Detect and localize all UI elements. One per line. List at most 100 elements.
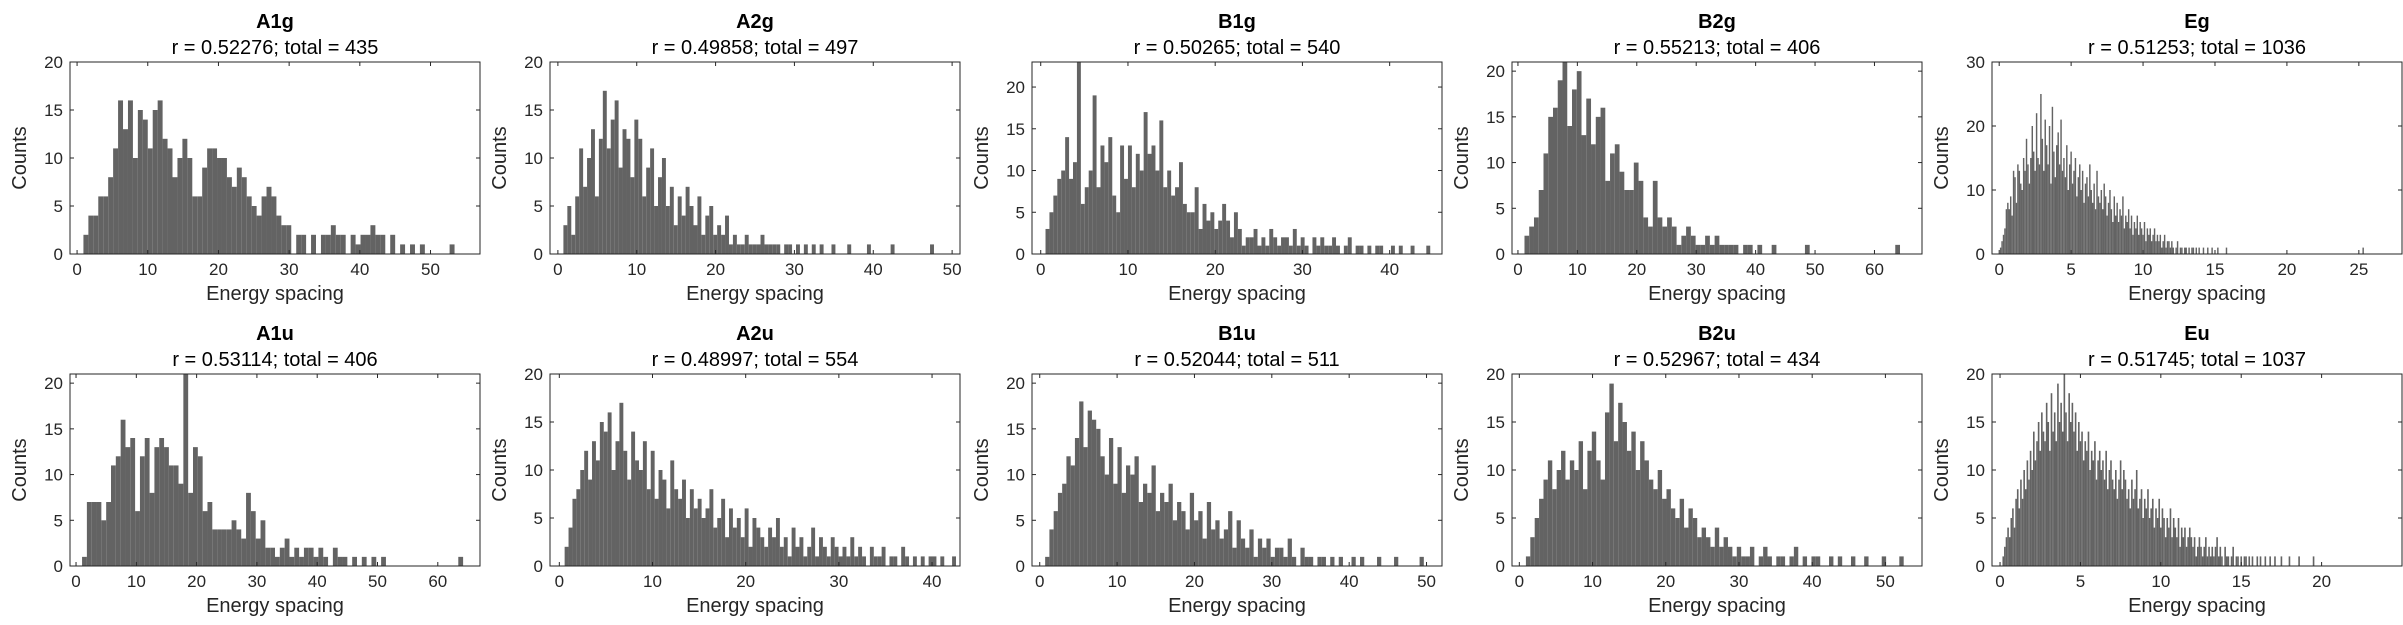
histogram-bar	[1695, 244, 1701, 254]
y-tick-label: 0	[1016, 245, 1025, 264]
histogram-bar	[83, 234, 89, 254]
y-tick-label: 10	[524, 149, 543, 168]
histogram-bar	[796, 244, 800, 254]
panel-subtitle: r = 0.50265; total = 540	[1134, 37, 1341, 59]
histogram-bar	[2015, 202, 2018, 254]
y-tick-label: 0	[534, 245, 543, 264]
histogram-bar	[1066, 456, 1071, 566]
histogram-bar	[1719, 546, 1724, 566]
histogram-bar	[352, 556, 357, 566]
histogram-bar	[271, 196, 277, 254]
histogram-bar	[677, 196, 682, 254]
histogram-bar	[685, 518, 690, 566]
histogram-bar	[2103, 183, 2105, 254]
histogram-bar	[717, 225, 722, 254]
histogram-bar	[2203, 546, 2206, 566]
histogram-bar	[1666, 489, 1671, 566]
histogram-bar	[2232, 546, 2234, 566]
histogram-bar	[236, 529, 242, 566]
histogram-bar	[2165, 247, 2167, 254]
histogram-bar	[2117, 222, 2120, 254]
histogram-bar	[2053, 151, 2055, 254]
y-tick-label: 20	[524, 53, 543, 72]
histogram-bar	[2055, 441, 2058, 566]
histogram-bar	[642, 441, 647, 566]
histogram-bar	[2018, 170, 2021, 254]
histogram-bar	[606, 148, 611, 254]
histogram-bar	[701, 518, 706, 566]
panel-eu: 0 5 10 15 20 0 5 10 15 20 Eu r = 0.51745; total = 1…	[1931, 323, 2403, 617]
histogram-bar	[183, 374, 189, 566]
histogram-bar	[147, 148, 153, 254]
histogram-bar	[634, 119, 639, 254]
histogram-bar	[1681, 235, 1687, 254]
x-tick-label: 0	[1994, 260, 2003, 279]
histogram-bar	[2005, 209, 2008, 254]
x-tick-label: 30	[1687, 260, 1706, 279]
histogram-bar	[2004, 546, 2006, 566]
histogram-bar	[2156, 518, 2159, 566]
histogram-bar	[2060, 402, 2062, 566]
histogram-bar	[858, 546, 863, 566]
x-tick-label: 40	[864, 260, 883, 279]
y-axis-label: Counts	[1451, 438, 1473, 501]
histogram-bar	[1679, 498, 1685, 566]
histogram-bar	[1640, 441, 1645, 566]
histogram-bar	[2061, 170, 2064, 254]
histogram-bar	[2205, 537, 2207, 566]
histogram-bar	[571, 234, 576, 254]
histogram-bar	[2129, 228, 2131, 254]
histogram-bar	[98, 196, 104, 254]
histogram-bar	[2081, 170, 2084, 254]
panel-title: A1g	[256, 11, 294, 33]
histogram-bar	[1688, 508, 1693, 566]
histogram-bar	[1881, 556, 1887, 566]
x-tick-label: 30	[1730, 572, 1749, 591]
histogram-bar	[154, 447, 160, 566]
histogram-bar	[1732, 556, 1737, 566]
y-tick-label: 0	[54, 245, 63, 264]
x-axis-label: Energy spacing	[206, 283, 344, 305]
histogram-bar	[231, 186, 237, 254]
histogram-bar	[1175, 187, 1179, 254]
histogram-bar	[788, 244, 793, 254]
histogram-bar	[2064, 177, 2067, 254]
panel-a2g: 0 10 20 30 40 50 0 5 10 15 20 A2g r = 0.49858; total…	[489, 11, 962, 305]
histogram-bar	[2034, 170, 2036, 254]
histogram-bar	[1419, 556, 1424, 566]
histogram-bar	[1771, 244, 1777, 254]
histogram-bar	[1316, 245, 1321, 254]
histogram-bar	[1690, 235, 1696, 254]
histogram-bar	[889, 556, 894, 566]
histogram-bar	[1586, 98, 1592, 254]
histogram-bar	[826, 556, 831, 566]
panel-b1g: 0 10 20 30 40 0 5 10 15 20 B1g r = 0.50265; total =…	[971, 11, 1443, 305]
panel-subtitle: r = 0.49858; total = 497	[652, 37, 859, 59]
histogram-bar	[103, 196, 109, 254]
histogram-bar	[1332, 237, 1337, 254]
histogram-bar	[1120, 145, 1125, 254]
histogram-bar	[2149, 228, 2151, 254]
histogram-bar	[2060, 119, 2062, 254]
y-tick-label: 10	[44, 466, 63, 485]
histogram-bar	[188, 492, 193, 566]
histogram-bar	[284, 538, 290, 566]
y-axis-label: Counts	[9, 126, 31, 189]
histogram-bar	[2190, 537, 2193, 566]
histogram-bar	[2214, 546, 2217, 566]
histogram-bar	[877, 556, 882, 566]
histogram-bar	[1117, 447, 1122, 566]
y-tick-label: 20	[44, 53, 63, 72]
histogram-bar	[1233, 212, 1238, 254]
histogram-bar	[2147, 489, 2149, 566]
histogram-bar	[361, 556, 367, 566]
histogram-bar	[717, 518, 722, 566]
histogram-bar	[1214, 228, 1219, 254]
histogram-bar	[1108, 438, 1114, 566]
histogram-bar	[881, 546, 886, 566]
histogram-bar	[2151, 498, 2154, 566]
histogram-bar	[2030, 158, 2032, 254]
panel-eg: 0 5 10 15 20 25 0 10 20 30 Eg r = 0.51253; total = …	[1931, 11, 2403, 305]
histogram-bar	[260, 520, 266, 566]
histogram-bar	[2047, 422, 2050, 566]
